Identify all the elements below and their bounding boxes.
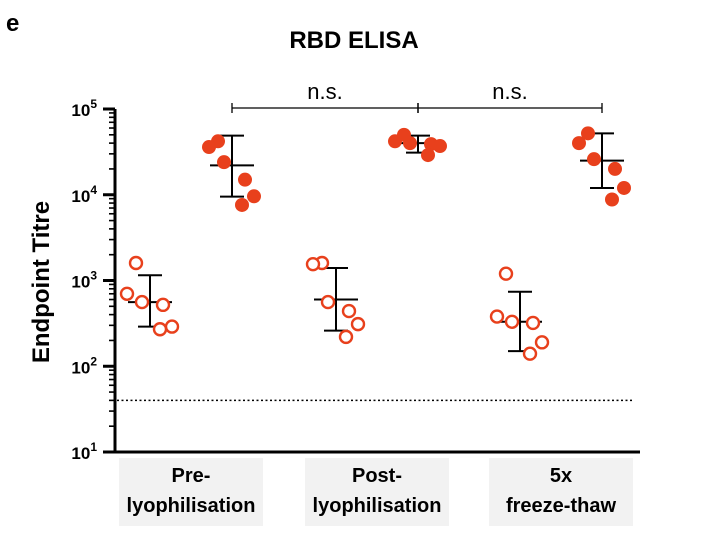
open-circle-point — [152, 322, 168, 337]
open-circle-point — [119, 286, 135, 301]
group-label: freeze-thaw — [506, 495, 616, 517]
open-circle-point — [522, 346, 538, 361]
open-circle-point — [341, 303, 357, 319]
filled-circle-point — [202, 140, 216, 155]
group-label-bg — [489, 458, 633, 526]
filled-circle-point — [247, 189, 261, 204]
filled-circle-point — [605, 192, 619, 207]
group-label: 5x — [550, 465, 572, 487]
y-axis: 101 102 103 104 105 — [71, 97, 117, 463]
filled-circle-point — [608, 161, 622, 176]
group-label: lyophilisation — [127, 495, 256, 517]
y-tick-label: 105 — [71, 97, 97, 120]
filled-circle-point — [581, 126, 595, 141]
group-label-bg — [305, 458, 449, 526]
group-label-bg — [119, 458, 263, 526]
group-label: Pre- — [172, 465, 211, 487]
filled-circle-point — [235, 197, 249, 212]
panel-label: e — [6, 10, 19, 37]
y-tick-label: 103 — [71, 269, 97, 292]
open-circle-point — [320, 294, 336, 310]
open-circle-point — [134, 294, 150, 310]
y-tick-label: 102 — [71, 354, 97, 377]
filled-circle-point — [617, 180, 631, 195]
open-circle-point — [164, 319, 180, 334]
significance-label: n.s. — [307, 79, 342, 104]
y-tick-label: 101 — [71, 440, 97, 463]
group-label-backgrounds — [119, 458, 633, 526]
data-points — [119, 126, 631, 361]
open-circle-point — [155, 297, 171, 313]
filled-circle-point — [587, 152, 601, 167]
filled-circle-point — [388, 134, 402, 149]
filled-circle-point — [238, 172, 252, 187]
error-bars — [128, 132, 624, 353]
group-label: Post- — [352, 465, 402, 487]
open-circle-point — [504, 314, 520, 329]
open-circle-point — [498, 266, 514, 281]
filled-circle-point — [421, 148, 435, 163]
filled-circle-point — [217, 155, 231, 170]
group-label: lyophilisation — [313, 495, 442, 517]
significance-label: n.s. — [492, 79, 527, 104]
filled-circle-point — [572, 136, 586, 151]
open-circle-point — [489, 309, 505, 324]
open-circle-point — [128, 255, 144, 271]
open-circle-point — [534, 335, 550, 350]
open-circle-point — [338, 329, 354, 345]
open-circle-point — [350, 316, 366, 332]
filled-circle-point — [433, 139, 447, 154]
chart-title: RBD ELISA — [289, 27, 418, 54]
y-tick-label: 104 — [71, 183, 97, 206]
y-axis-label: Endpoint Titre — [28, 201, 55, 363]
open-circle-point — [525, 315, 541, 331]
filled-circle-point — [403, 136, 417, 151]
comparison-brackets: n.s. n.s. — [231, 79, 603, 113]
open-circle-point — [305, 256, 321, 272]
group-labels: Pre-lyophilisation Post-lyophilisation 5x f… — [127, 465, 617, 517]
